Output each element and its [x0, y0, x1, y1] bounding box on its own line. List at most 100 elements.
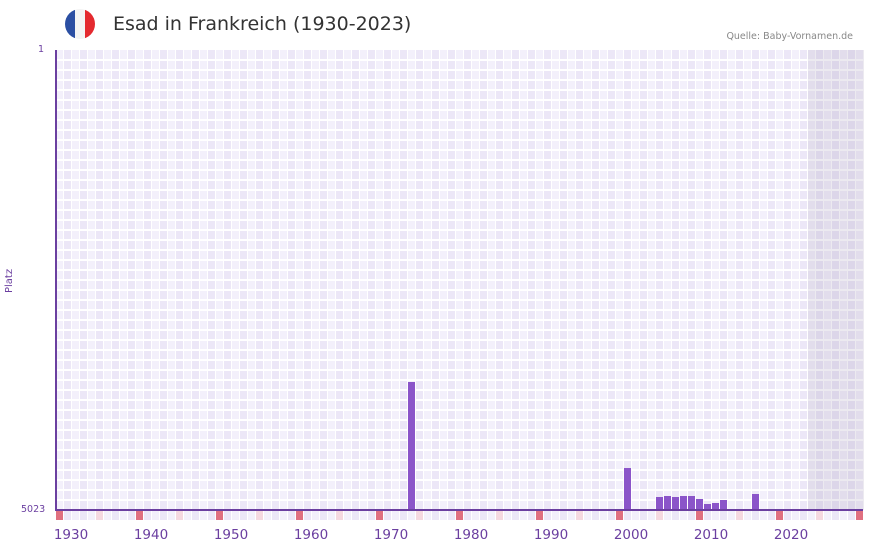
bar-2015[interactable] [752, 493, 759, 510]
x-tick [672, 511, 679, 520]
x-tick [416, 511, 423, 520]
x-tick [112, 511, 119, 520]
x-tick [248, 511, 255, 520]
grid-line [56, 199, 863, 201]
x-tick [304, 511, 311, 520]
bar-2009[interactable] [704, 503, 711, 510]
x-tick [504, 511, 511, 520]
bar-2010[interactable] [712, 502, 719, 510]
x-axis-label: 1980 [453, 527, 489, 543]
x-tick [616, 511, 623, 520]
chart-title: Esad in Frankreich (1930-2023) [113, 13, 412, 35]
x-tick [496, 511, 503, 520]
x-tick [424, 511, 431, 520]
x-tick [352, 511, 359, 520]
x-tick [400, 511, 407, 520]
x-tick [440, 511, 447, 520]
x-tick [760, 511, 767, 520]
x-tick [152, 511, 159, 520]
grid-line [56, 399, 863, 401]
x-tick [608, 511, 615, 520]
plot-area [56, 50, 864, 510]
x-tick [192, 511, 199, 520]
x-tick [720, 511, 727, 520]
x-tick [320, 511, 327, 520]
x-tick [376, 511, 383, 520]
x-tick [384, 511, 391, 520]
y-axis-top-label: 1 [38, 44, 45, 55]
bar-2004[interactable] [664, 495, 671, 510]
grid-line [56, 409, 863, 411]
x-tick [544, 511, 551, 520]
grid-line [56, 319, 863, 321]
x-tick [360, 511, 367, 520]
x-tick [488, 511, 495, 520]
grid-line [56, 119, 863, 121]
x-tick [184, 511, 191, 520]
grid-line [56, 429, 863, 431]
grid-line [56, 329, 863, 331]
grid-line [56, 189, 863, 191]
x-tick [856, 511, 863, 520]
x-tick [296, 511, 303, 520]
x-tick [824, 511, 831, 520]
flag-white [75, 9, 85, 39]
bar-1972[interactable] [408, 381, 415, 510]
x-axis-label: 2010 [693, 527, 729, 543]
grid-line [56, 159, 863, 161]
bar-1999[interactable] [624, 467, 631, 510]
x-tick [800, 511, 807, 520]
x-tick [552, 511, 559, 520]
france-flag-icon [65, 9, 95, 39]
grid-line [56, 229, 863, 231]
bar-2007[interactable] [688, 495, 695, 510]
grid-line [56, 209, 863, 211]
x-tick [624, 511, 631, 520]
x-tick [584, 511, 591, 520]
x-tick [536, 511, 543, 520]
future-shaded-region [808, 50, 864, 510]
x-axis-label: 1970 [373, 527, 409, 543]
grid-line [56, 299, 863, 301]
y-axis-title: Platz [4, 268, 15, 293]
x-tick [520, 511, 527, 520]
x-tick [576, 511, 583, 520]
grid-line [56, 339, 863, 341]
x-axis-label: 1940 [133, 527, 169, 543]
grid-line [56, 169, 863, 171]
x-tick [640, 511, 647, 520]
grid-line [56, 309, 863, 311]
grid-line [56, 239, 863, 241]
bar-2011[interactable] [720, 499, 727, 510]
bar-2006[interactable] [680, 495, 687, 510]
x-tick [728, 511, 735, 520]
x-tick [744, 511, 751, 520]
grid-line [56, 289, 863, 291]
x-tick [312, 511, 319, 520]
x-tick [280, 511, 287, 520]
x-tick [344, 511, 351, 520]
x-tick [512, 511, 519, 520]
x-tick [712, 511, 719, 520]
grid-line [56, 379, 863, 381]
bar-2003[interactable] [656, 496, 663, 510]
x-tick [200, 511, 207, 520]
flag-blue [65, 9, 75, 39]
x-tick [136, 511, 143, 520]
grid-line [56, 89, 863, 91]
x-tick [56, 511, 63, 520]
x-tick [768, 511, 775, 520]
grid-line [56, 179, 863, 181]
bar-2008[interactable] [696, 498, 703, 510]
x-tick [696, 511, 703, 520]
source-label: Quelle: Baby-Vornamen.de [726, 31, 853, 42]
x-tick [328, 511, 335, 520]
grid-line [56, 129, 863, 131]
x-tick [840, 511, 847, 520]
x-tick [160, 511, 167, 520]
x-tick [808, 511, 815, 520]
bar-2005[interactable] [672, 496, 679, 510]
grid-line [56, 489, 863, 491]
x-tick [88, 511, 95, 520]
x-tick [224, 511, 231, 520]
